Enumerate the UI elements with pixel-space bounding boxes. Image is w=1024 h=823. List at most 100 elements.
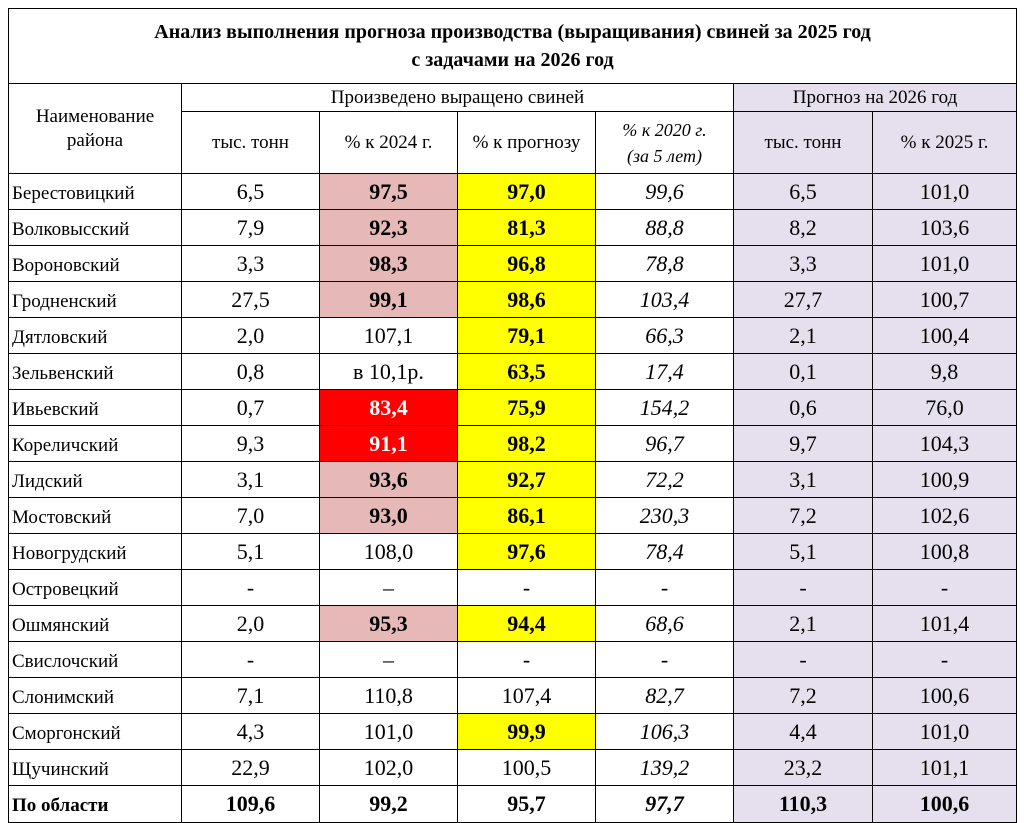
pct-2025-cell: 100,6 [871, 677, 1018, 714]
tons-cell: 0,7 [181, 389, 320, 426]
tons-cell: 2,0 [181, 317, 320, 354]
pct-2020-cell: 96,7 [595, 425, 734, 462]
forecast-tons-cell: 3,1 [733, 461, 873, 498]
table-row: Лидский 3,1 93,6 92,7 72,2 3,1 100,9 [8, 461, 1018, 498]
pct-2025-cell: 100,4 [871, 317, 1018, 354]
total-forecast-tons-cell: 110,3 [733, 785, 873, 823]
district-cell: Слонимский [8, 677, 182, 714]
tons-column-header: тыс. тонн [181, 111, 320, 174]
tons-cell: 9,3 [181, 425, 320, 462]
table-row: Мостовский 7,0 93,0 86,1 230,3 7,2 102,6 [8, 497, 1018, 534]
pig-production-table: Анализ выполнения прогноза производства … [7, 8, 1018, 823]
forecast-tons-cell: 7,2 [733, 497, 873, 534]
pct-2020-cell: 66,3 [595, 317, 734, 354]
pct-2025-cell: 102,6 [871, 497, 1018, 534]
forecast-tons-cell: 8,2 [733, 209, 873, 246]
pct-2024-cell: 93,6 [319, 461, 458, 498]
pct-2020-cell: 88,8 [595, 209, 734, 246]
pct-2024-cell: 93,0 [319, 497, 458, 534]
district-cell: Берестовицкий [8, 173, 182, 210]
district-cell: Вороновский [8, 245, 182, 282]
forecast-tons-cell: 0,6 [733, 389, 873, 426]
pct-2025-cell: 9,8 [871, 353, 1018, 390]
total-label-cell: По области [8, 785, 182, 823]
pct-2020-cell: 68,6 [595, 605, 734, 642]
pct-2024-cell: 101,0 [319, 713, 458, 750]
pct-2024-cell: 99,1 [319, 281, 458, 318]
total-pct-2020-cell: 97,7 [595, 785, 734, 823]
tons-cell: 22,9 [181, 749, 320, 786]
total-tons-cell: 109,6 [181, 785, 320, 823]
table-row: Берестовицкий 6,5 97,5 97,0 99,6 6,5 101… [8, 173, 1018, 210]
pct-2024-cell: 108,0 [319, 533, 458, 570]
district-cell: Новогрудский [8, 533, 182, 570]
pct-2020-cell: 230,3 [595, 497, 734, 534]
pct-2024-cell: – [319, 569, 458, 606]
district-cell: Дятловский [8, 317, 182, 354]
produced-group-header: Произведено выращено свиней [181, 83, 734, 112]
pct-2020-cell: 82,7 [595, 677, 734, 714]
district-cell: Сморгонский [8, 713, 182, 750]
title-line-2: с задачами на 2026 год [411, 49, 614, 71]
tons-cell: 27,5 [181, 281, 320, 318]
forecast-tons-cell: 2,1 [733, 317, 873, 354]
pct-2025-cell: 100,7 [871, 281, 1018, 318]
district-cell: Щучинский [8, 749, 182, 786]
pct-forecast-cell: 63,5 [457, 353, 596, 390]
pct-2020-cell: 99,6 [595, 173, 734, 210]
district-cell: Зельвенский [8, 353, 182, 390]
tons-cell: 4,3 [181, 713, 320, 750]
total-pct-2024-cell: 99,2 [319, 785, 458, 823]
table-row: Новогрудский 5,1 108,0 97,6 78,4 5,1 100… [8, 533, 1018, 570]
table-row: Слонимский 7,1 110,8 107,4 82,7 7,2 100,… [8, 677, 1018, 714]
tons-cell: 0,8 [181, 353, 320, 390]
table-title: Анализ выполнения прогноза производства … [7, 8, 1018, 84]
table-row: Кореличский 9,3 91,1 98,2 96,7 9,7 104,3 [8, 425, 1018, 462]
pct-forecast-cell: 96,8 [457, 245, 596, 282]
pct-2025-cell: - [871, 569, 1018, 606]
pct-2020-cell: 139,2 [595, 749, 734, 786]
pct-2025-column-header: % к 2025 г. [871, 111, 1018, 174]
forecast-tons-cell: 6,5 [733, 173, 873, 210]
forecast-tons-cell: 3,3 [733, 245, 873, 282]
pct-2024-cell: 91,1 [319, 425, 458, 462]
forecast-tons-cell: 27,7 [733, 281, 873, 318]
tons-cell: 3,1 [181, 461, 320, 498]
pct-2024-cell: 97,5 [319, 173, 458, 210]
tons-cell: 3,3 [181, 245, 320, 282]
pct-2020-cell: - [595, 641, 734, 678]
pct-forecast-cell: 99,9 [457, 713, 596, 750]
pct-2020-cell: - [595, 569, 734, 606]
pct-forecast-cell: 75,9 [457, 389, 596, 426]
pct-2020-cell: 17,4 [595, 353, 734, 390]
table-row: Островецкий - – - - - - [8, 569, 1018, 606]
pct-forecast-cell: - [457, 569, 596, 606]
table-row: Сморгонский 4,3 101,0 99,9 106,3 4,4 101… [8, 713, 1018, 750]
forecast-tons-column-header: тыс. тонн [733, 111, 873, 174]
table-row: Щучинский 22,9 102,0 100,5 139,2 23,2 10… [8, 749, 1018, 786]
tons-cell: 7,1 [181, 677, 320, 714]
table-row: Свислочский - – - - - - [8, 641, 1018, 678]
total-pct-2025-cell: 100,6 [871, 785, 1018, 823]
district-column-header: Наименование района [8, 83, 182, 174]
pct-2020-header-line-2: (за 5 лет) [626, 145, 703, 166]
pct-2025-cell: 100,8 [871, 533, 1018, 570]
table-row: Зельвенский 0,8 в 10,1р. 63,5 17,4 0,1 9… [8, 353, 1018, 390]
district-cell: Гродненский [8, 281, 182, 318]
pct-2020-cell: 78,8 [595, 245, 734, 282]
table-row: Дятловский 2,0 107,1 79,1 66,3 2,1 100,4 [8, 317, 1018, 354]
pct-forecast-cell: 97,0 [457, 173, 596, 210]
forecast-analysis-sheet: Анализ выполнения прогноза производства … [7, 8, 1018, 823]
pct-2020-cell: 106,3 [595, 713, 734, 750]
district-cell: Кореличский [8, 425, 182, 462]
pct-2024-cell: – [319, 641, 458, 678]
table-row: Ивьевский 0,7 83,4 75,9 154,2 0,6 76,0 [8, 389, 1018, 426]
pct-forecast-cell: - [457, 641, 596, 678]
pct-forecast-cell: 86,1 [457, 497, 596, 534]
pct-2020-cell: 103,4 [595, 281, 734, 318]
forecast-tons-cell: 4,4 [733, 713, 873, 750]
tons-cell: 2,0 [181, 605, 320, 642]
pct-2024-cell: 92,3 [319, 209, 458, 246]
pct-forecast-cell: 100,5 [457, 749, 596, 786]
pct-forecast-cell: 92,7 [457, 461, 596, 498]
